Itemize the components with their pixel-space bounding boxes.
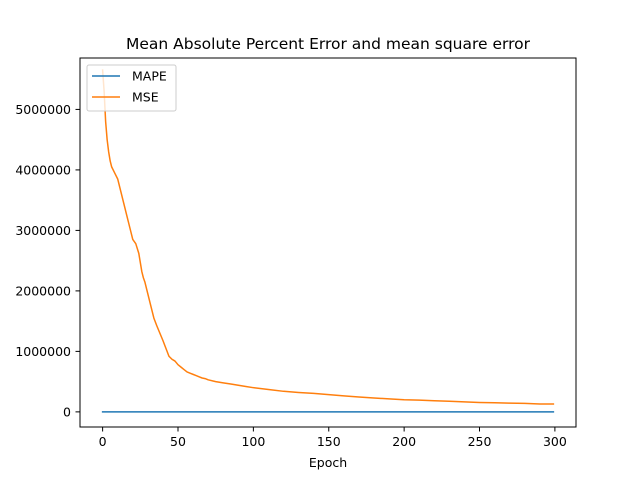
- plot-frame: [79, 57, 577, 428]
- x-tick-label: 300: [543, 434, 567, 449]
- x-tick-label: 150: [317, 434, 341, 449]
- y-tick-label: 3000000: [15, 223, 71, 238]
- plot-background: [80, 58, 576, 427]
- x-tick-label: 200: [392, 434, 416, 449]
- x-tick-label: 50: [170, 434, 186, 449]
- plot-area: [79, 57, 577, 428]
- y-tick-label: 0: [63, 404, 71, 419]
- y-axis: 0 1000000 2000000 3000000 4000000 5000000: [15, 102, 80, 419]
- series-line-mse: [101, 69, 555, 405]
- chart-title: Mean Absolute Percent Error and mean squ…: [126, 35, 531, 53]
- legend-label-mse: MSE: [132, 90, 159, 105]
- x-axis-label: Epoch: [309, 455, 347, 470]
- x-tick-label: 250: [468, 434, 492, 449]
- legend-label-mape: MAPE: [132, 69, 167, 84]
- x-axis: 0 50 100 150 200 250 300: [99, 427, 567, 449]
- x-tick-label: 100: [241, 434, 265, 449]
- legend: MAPE MSE: [86, 64, 177, 112]
- y-tick-label: 4000000: [15, 162, 71, 177]
- y-tick-label: 1000000: [15, 344, 71, 359]
- x-tick-label: 0: [99, 434, 107, 449]
- series-layer: [101, 69, 555, 413]
- y-tick-label: 2000000: [15, 283, 71, 298]
- y-tick-label: 5000000: [15, 102, 71, 117]
